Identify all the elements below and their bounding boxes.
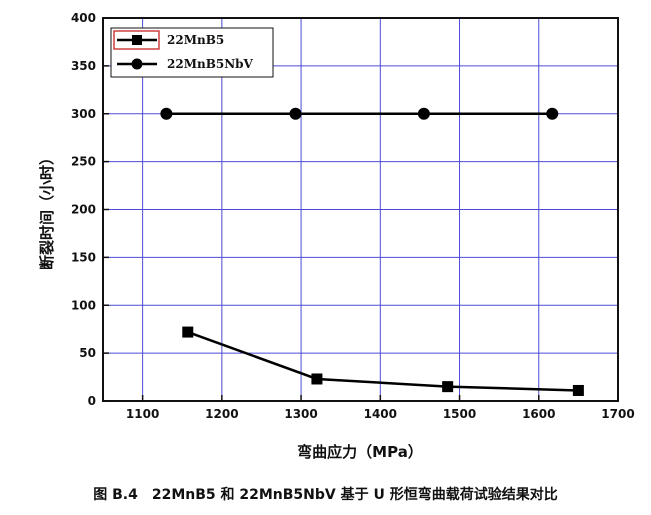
y-axis-title: 断裂时间（小时） — [38, 150, 56, 270]
data-point-square — [572, 384, 584, 396]
x-tick-label: 1600 — [522, 407, 555, 421]
legend-marker-22mnb5 — [132, 35, 142, 45]
legend-label-22mnb5nbv: 22MnB5NbV — [167, 57, 254, 71]
y-tick-label: 0 — [88, 394, 96, 408]
y-tick-label: 400 — [71, 11, 96, 25]
x-tick-label: 1200 — [205, 407, 238, 421]
legend: 22MnB5 22MnB5NbV — [110, 27, 274, 78]
legend-marker-22mnb5nbv — [131, 58, 143, 70]
y-tick-label: 200 — [71, 203, 96, 217]
data-point-square — [311, 373, 323, 385]
y-tick-label: 250 — [71, 155, 96, 169]
data-point-square — [182, 326, 194, 338]
x-tick-label: 1500 — [443, 407, 476, 421]
data-point-circle — [546, 107, 559, 120]
x-tick-label: 1700 — [601, 407, 634, 421]
x-axis-title: 弯曲应力（MPa） — [297, 443, 423, 461]
legend-highlight — [113, 30, 160, 50]
x-tick-label: 1400 — [364, 407, 397, 421]
data-point-circle — [160, 107, 173, 120]
ticks: 1100 1200 1300 1400 1500 1600 1700 0 50 100 150 200… — [71, 11, 635, 421]
series-layer — [160, 107, 584, 396]
data-point-circle — [417, 107, 430, 120]
y-tick-label: 300 — [71, 107, 96, 121]
y-tick-label: 100 — [71, 298, 96, 312]
y-tick-label: 350 — [71, 59, 96, 73]
series-line-0 — [187, 330, 579, 392]
y-tick-label: 50 — [79, 346, 96, 360]
x-tick-label: 1100 — [126, 407, 159, 421]
grid — [103, 18, 618, 401]
data-point-circle — [289, 107, 302, 120]
legend-label-22mnb5: 22MnB5 — [167, 33, 224, 47]
x-tick-label: 1300 — [284, 407, 317, 421]
y-tick-label: 150 — [71, 250, 96, 264]
data-point-square — [442, 381, 454, 393]
figure-caption: 图 B.4 22MnB5 和 22MnB5NbV 基于 U 形恒弯曲载荷试验结果… — [93, 487, 558, 503]
chart: 1100 1200 1300 1400 1500 1600 1700 0 50 100 150 200… — [38, 11, 635, 461]
